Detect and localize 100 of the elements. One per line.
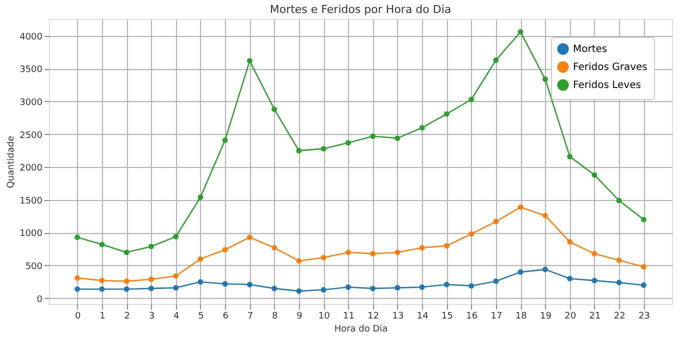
point	[640, 282, 646, 288]
point	[148, 244, 154, 250]
legend-label: Mortes	[573, 44, 608, 55]
point	[592, 250, 598, 256]
x-tick-label: 13	[392, 312, 404, 322]
point	[518, 29, 524, 35]
point	[567, 154, 573, 160]
point	[124, 278, 130, 284]
point	[616, 258, 622, 263]
point	[542, 266, 548, 272]
x-tick-label: 4	[173, 312, 180, 322]
point	[99, 278, 105, 284]
x-tick-label: 22	[614, 312, 626, 322]
point	[444, 282, 450, 288]
point	[518, 269, 524, 275]
point	[272, 106, 278, 112]
point	[419, 124, 425, 130]
point	[616, 280, 622, 286]
point	[444, 243, 450, 249]
point	[394, 250, 400, 256]
point	[320, 146, 326, 152]
point	[370, 286, 376, 292]
point	[468, 283, 474, 289]
point	[124, 286, 130, 292]
x-tick-label: 17	[490, 312, 502, 322]
point	[320, 287, 326, 292]
point	[99, 286, 105, 292]
point	[592, 172, 598, 178]
point	[468, 96, 474, 102]
point	[173, 234, 179, 240]
point	[198, 256, 204, 262]
x-tick-label: 10	[318, 312, 330, 322]
y-tick-label: 0	[36, 294, 43, 305]
point	[370, 250, 376, 256]
point	[419, 284, 425, 290]
x-tick-label: 19	[540, 312, 552, 322]
point	[640, 264, 646, 270]
point	[345, 140, 351, 146]
point	[173, 273, 179, 279]
point	[370, 134, 376, 139]
point	[592, 278, 598, 284]
point	[272, 286, 278, 292]
x-axis-title: Hora do Dia	[334, 324, 388, 334]
point	[246, 58, 252, 64]
x-tick-label: 21	[589, 312, 601, 322]
point	[296, 288, 302, 294]
point	[246, 234, 252, 240]
y-tick-label: 3500	[20, 65, 43, 76]
y-tick-label: 500	[25, 262, 43, 272]
x-tick-label: 14	[416, 312, 429, 322]
y-tick-label: 3000	[20, 98, 43, 108]
x-tick-label: 9	[296, 312, 303, 322]
point	[124, 250, 130, 256]
point	[74, 286, 80, 292]
point	[198, 194, 204, 200]
y-tick-label: 2500	[20, 130, 43, 141]
point	[99, 242, 105, 248]
y-axis-title: Quantidade	[6, 135, 17, 188]
point	[173, 285, 179, 291]
x-tick-label: 8	[272, 312, 278, 322]
x-tick-label: 6	[222, 312, 229, 322]
x-tick-label: 11	[342, 312, 354, 322]
y-tick-label: 2000	[20, 164, 43, 174]
x-tick-label: 23	[638, 312, 650, 322]
legend-label: Feridos Leves	[573, 80, 641, 91]
chart-title: Mortes e Feridos por Hora do Dia	[270, 3, 452, 16]
x-tick-label: 18	[515, 312, 528, 322]
x-tick-label: 12	[368, 312, 380, 322]
point	[444, 111, 450, 117]
point	[246, 282, 252, 288]
point	[345, 284, 351, 290]
point	[222, 137, 228, 143]
point	[493, 278, 499, 284]
point	[616, 198, 622, 204]
x-tick-label: 2	[124, 312, 130, 322]
point	[640, 216, 646, 222]
y-tick-label: 4000	[20, 32, 43, 42]
point	[567, 276, 573, 282]
x-tick-label: 20	[564, 312, 576, 322]
point	[222, 247, 228, 252]
point	[468, 231, 474, 237]
point	[567, 239, 573, 245]
point	[222, 281, 228, 287]
x-tick-label: 7	[247, 312, 254, 322]
point	[394, 285, 400, 291]
y-tick-label: 1000	[20, 229, 43, 240]
point	[394, 135, 400, 141]
y-tick-label: 1500	[20, 196, 43, 206]
point	[345, 250, 351, 256]
point	[296, 258, 302, 264]
point	[493, 218, 499, 224]
point	[493, 57, 499, 63]
point	[74, 275, 80, 281]
point	[542, 76, 548, 82]
point	[148, 276, 154, 282]
point	[296, 148, 302, 154]
point	[74, 234, 80, 240]
point	[542, 212, 548, 218]
legend-label: Feridos Graves	[573, 62, 648, 73]
point	[198, 279, 204, 285]
